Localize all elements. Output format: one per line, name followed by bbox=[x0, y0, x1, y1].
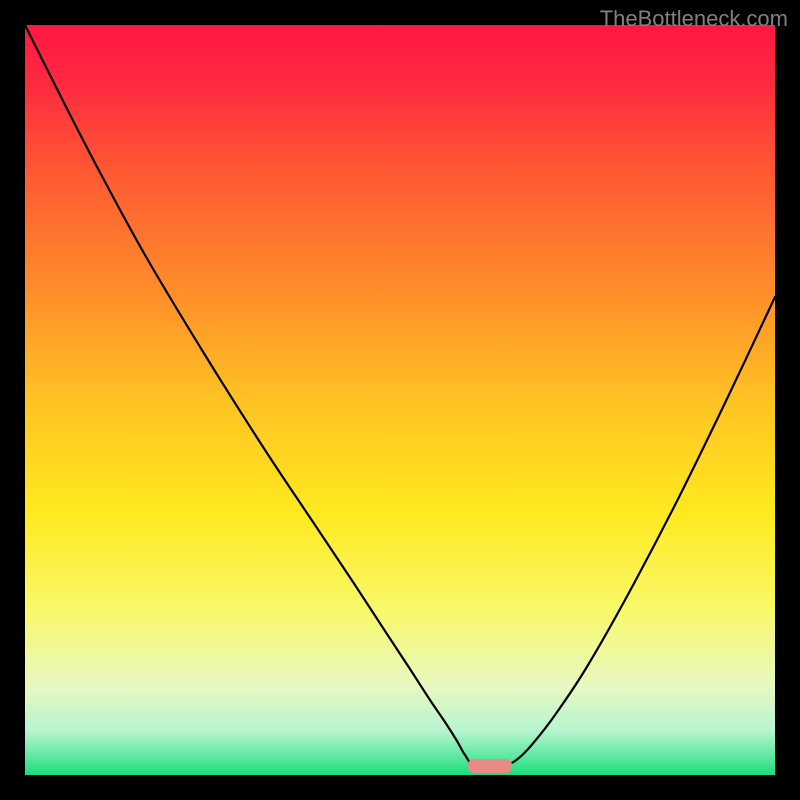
optimal-marker bbox=[468, 759, 512, 773]
bottleneck-chart bbox=[25, 25, 775, 775]
chart-plot-area bbox=[25, 25, 775, 775]
watermark-text: TheBottleneck.com bbox=[600, 6, 788, 32]
gradient-background bbox=[25, 25, 775, 775]
